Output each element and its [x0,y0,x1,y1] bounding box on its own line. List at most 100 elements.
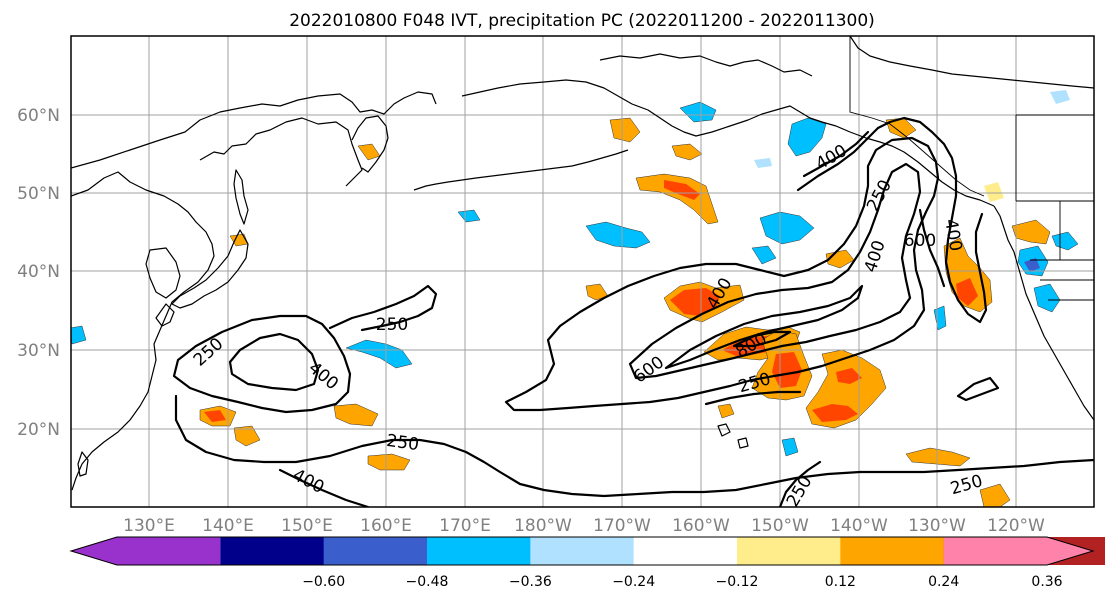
longitude-label: 140°E [202,516,254,536]
ivt-contour-250-far-south [778,460,822,507]
precip-strong-positive-area [812,404,858,422]
coastline-japan-kyushu [155,303,175,327]
colorbar-outline [69,536,1095,566]
precip-positive-area [333,403,379,427]
contour-labels: 250 250 400 250 400 400 800 600 250 400 … [190,141,985,507]
latitude-labels: 60°N 50°N 40°N 30°N 20°N [17,106,60,440]
longitude-label: 130°W [908,516,966,536]
precip-positive-area [609,117,641,143]
coastline-japan-honshu [171,229,249,309]
colorbar-tick-label: −0.24 [612,574,655,590]
longitude-label: 120°W [987,516,1045,536]
colorbar-tick-label: −0.48 [406,574,449,590]
ivt-contour-250-north-west [328,284,438,332]
coastline-korea [145,247,181,299]
colorbar-segment [840,537,945,565]
longitude-label: 150°E [281,516,333,536]
colorbar-segment [530,537,635,565]
precip-negative-area [751,245,777,265]
colorbar-ticks: −0.60−0.48−0.36−0.24−0.120.120.240.360.4… [302,574,1062,590]
ivt-contour-400-coast [918,208,946,288]
longitude-label: 160°E [360,516,412,536]
precip-negative-area [345,339,413,369]
precip-negative-area [1051,231,1079,251]
colorbar-segment [220,537,325,565]
precip-negative-area [1033,283,1061,313]
precip-weak-negative-area [754,158,772,168]
colorbar-tick-label: 0.12 [825,574,856,590]
ivt-contour-250-subtropical [956,376,1000,402]
ivt-contour-400-subtropical [704,390,802,406]
colorbar-segment [427,537,531,565]
precip-positive-area [367,453,411,471]
precip-positive-area [717,403,735,419]
contour-label: 250 [385,431,420,455]
map-frame [70,35,1095,508]
precip-strong-positive-area [664,180,700,200]
colorbar-segments [71,537,1105,565]
colorbar-segment [943,537,1093,565]
coastlines [71,36,1094,491]
precip-strong-positive-area [836,368,862,384]
colorbar-segment [737,537,841,565]
colorbar-tick-label: −0.12 [716,574,759,590]
contour-label: 600 [904,231,936,251]
longitude-label: 140°W [830,516,888,536]
longitude-label: 130°E [123,516,175,536]
ivt-contour-250-east-outer [504,136,940,412]
precip-negative-area [781,437,799,457]
colorbar-tick-label: 0.24 [928,574,959,590]
colorbar-tick-label: 0.36 [1031,574,1062,590]
longitude-label: 180°W [514,516,572,536]
ivt-contour-400-east [628,162,922,380]
ivt-contour-800-east [732,330,792,348]
precipitation-anomaly-shading [71,90,1079,507]
coastline-alaska [461,79,995,207]
precip-strong-positive-area [204,410,226,422]
coastline-canada-west [993,205,1094,421]
precip-strong-positive-area [670,288,720,316]
ivt-contour-250-north-east [796,116,988,324]
map-title: 2022010800 F048 IVT, precipitation PC (2… [289,11,875,31]
coastline-manchuria [71,171,215,491]
longitude-labels: 130°E 140°E 150°E 160°E 170°E 180°W 170°… [123,516,1045,536]
ivt-contour-250-west [172,314,352,414]
colorbar-segment [323,537,428,565]
longitude-label: 150°W [751,516,809,536]
latitude-label: 30°N [17,341,60,361]
colorbar: −0.60−0.48−0.36−0.24−0.120.120.240.360.4… [69,536,1105,590]
precip-strong-positive-area [956,278,978,306]
border-us-states [1015,114,1094,301]
ivt-contour-400-north-east [802,130,870,178]
latitude-label: 60°N [17,106,60,126]
precip-strong-negative-area [1024,258,1040,272]
precip-weak-positive-area [984,182,1004,202]
ivt-contours [172,116,1094,507]
precip-negative-area [759,211,815,245]
map-panel: 250 250 400 250 400 400 800 600 250 400 … [70,35,1095,508]
precip-positive-area [233,425,261,447]
political-borders [849,36,1094,301]
coastline-aleutians [413,149,629,191]
coastline-asia-north [71,91,437,169]
colorbar-tick-label: −0.36 [509,574,552,590]
precip-positive-area [671,143,703,161]
coastline-taiwan [77,451,89,477]
longitude-label: 170°W [593,516,651,536]
precip-negative-area [585,221,651,249]
coastline-kamchatka [351,115,389,173]
coastline-sakhalin [233,169,249,225]
coastline-alaska-north [599,53,813,77]
latitude-label: 20°N [17,420,60,440]
ivt-contour-400-south [278,468,370,507]
coastline-okhotsk [199,117,363,187]
ivt-contour-400-west [228,332,320,392]
border-alaska-canada [849,36,985,197]
coastline-north-america-inland [849,36,1094,89]
coastline-hawaii [717,423,749,449]
precip-weak-negative-area [1050,90,1070,104]
latitude-label: 40°N [17,262,60,282]
precip-positive-area [979,483,1011,507]
precip-negative-area [457,209,481,223]
